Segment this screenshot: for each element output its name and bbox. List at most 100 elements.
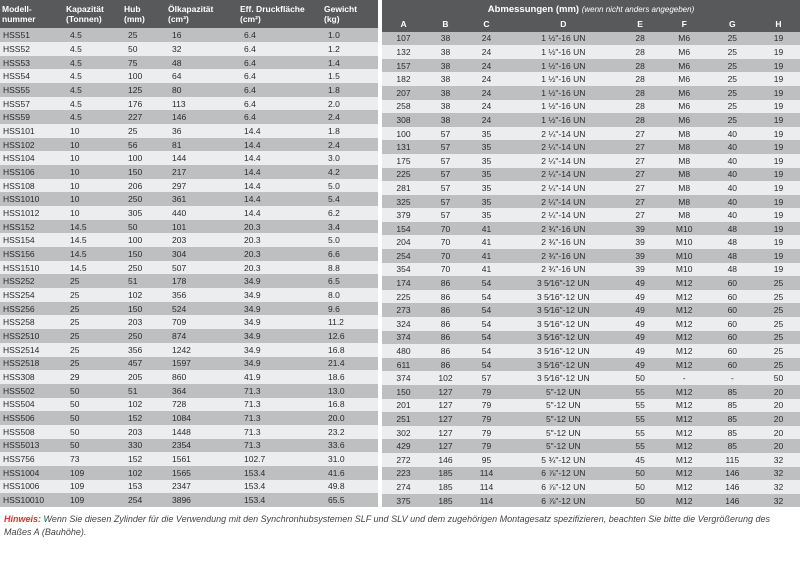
- cell: 6.2: [322, 206, 378, 220]
- cell: 113: [166, 97, 238, 111]
- cell: 25: [757, 358, 800, 372]
- cell: 185: [425, 480, 466, 494]
- cell: 25: [757, 344, 800, 358]
- cell: 1561: [166, 452, 238, 466]
- cell: 100: [122, 69, 166, 83]
- cell: 102: [122, 288, 166, 302]
- cell: 38: [425, 59, 466, 73]
- cell: 57: [425, 195, 466, 209]
- cell: 14.5: [64, 220, 122, 234]
- table-row: HSS251425356124234.916.8: [0, 343, 378, 357]
- cell: 95: [466, 453, 507, 467]
- table-row: 150127795"-12 UN55M128520: [382, 385, 800, 399]
- cell: 32: [757, 453, 800, 467]
- table-row: HSS5045010272871.316.8: [0, 398, 378, 412]
- cell: 330: [122, 439, 166, 453]
- table-row: 22586543 5⁄16"-12 UN49M126025: [382, 290, 800, 304]
- table-row: HSS3082920586041.918.6: [0, 370, 378, 384]
- table-row: 61186543 5⁄16"-12 UN49M126025: [382, 358, 800, 372]
- cell: 34.9: [238, 343, 322, 357]
- cell: 131: [382, 140, 425, 154]
- cell: 79: [466, 385, 507, 399]
- cell: M12: [661, 399, 708, 413]
- cell: M12: [661, 467, 708, 481]
- cell: 154: [382, 222, 425, 236]
- cell: 254: [382, 249, 425, 263]
- table-row: HSS15214.55010120.33.4: [0, 220, 378, 234]
- cell: 207: [382, 86, 425, 100]
- cell: HSS258: [0, 315, 64, 329]
- cell: 32: [166, 42, 238, 56]
- col-capacity: Kapazität(Tonnen): [64, 0, 122, 28]
- cell: M8: [661, 181, 708, 195]
- cell: 28: [620, 86, 661, 100]
- cell: 70: [425, 249, 466, 263]
- cell: 6.4: [238, 28, 322, 42]
- cell: 146: [708, 467, 757, 481]
- cell: HSS53: [0, 56, 64, 70]
- table-row: 374102573 5⁄16"-12 UN50--50: [382, 371, 800, 385]
- cell: 25: [64, 357, 122, 371]
- cell: 31.0: [322, 452, 378, 466]
- cell: 50: [64, 439, 122, 453]
- cell: 23.2: [322, 425, 378, 439]
- cell: 109: [64, 466, 122, 480]
- cell: 146: [708, 480, 757, 494]
- cell: 50: [122, 220, 166, 234]
- cell: 10: [64, 138, 122, 152]
- cell: 3.0: [322, 151, 378, 165]
- cell: HSS252: [0, 274, 64, 288]
- cell: M12: [661, 331, 708, 345]
- cell: 5.0: [322, 179, 378, 193]
- cell: 41: [466, 249, 507, 263]
- cell: 34.9: [238, 357, 322, 371]
- cell: 19: [757, 249, 800, 263]
- cell: M8: [661, 127, 708, 141]
- cell: 20.0: [322, 411, 378, 425]
- cell: 3 5⁄16"-12 UN: [507, 344, 620, 358]
- cell: M12: [661, 453, 708, 467]
- cell: 24: [466, 72, 507, 86]
- cell: 6.4: [238, 42, 322, 56]
- cell: 28: [620, 100, 661, 114]
- cell: 1 ½"-16 UN: [507, 72, 620, 86]
- table-row: 17557352 ¼"-14 UN27M84019: [382, 154, 800, 168]
- cell: 50: [757, 371, 800, 385]
- cell: M6: [661, 32, 708, 46]
- cell: HSS1006: [0, 480, 64, 494]
- cell: 48: [166, 56, 238, 70]
- cell: 254: [122, 493, 166, 507]
- cell: 127: [425, 399, 466, 413]
- cell: 127: [425, 385, 466, 399]
- table-row: HSS594.52271466.42.4: [0, 110, 378, 124]
- cell: 185: [425, 467, 466, 481]
- table-row: 429127795"-12 UN55M128520: [382, 439, 800, 453]
- cell: HSS2518: [0, 357, 64, 371]
- cell: 35: [466, 195, 507, 209]
- cell: 6.4: [238, 69, 322, 83]
- cell: 204: [382, 235, 425, 249]
- cell: 132: [382, 45, 425, 59]
- cell: HSS102: [0, 138, 64, 152]
- table-row: HSS15614.515030420.36.6: [0, 247, 378, 261]
- table-row: 22557352 ¼"-14 UN27M84019: [382, 168, 800, 182]
- cell: HSS54: [0, 69, 64, 83]
- cell: 273: [382, 303, 425, 317]
- table-row: HSS534.575486.41.4: [0, 56, 378, 70]
- cell: 146: [166, 110, 238, 124]
- cell: M12: [661, 426, 708, 440]
- cell: 60: [708, 317, 757, 331]
- note-label: Hinweis:: [4, 514, 41, 524]
- cell: 41: [466, 222, 507, 236]
- cell: 5"-12 UN: [507, 439, 620, 453]
- cell: 49: [620, 331, 661, 345]
- cell: 1 ½"-16 UN: [507, 45, 620, 59]
- cell: HSS508: [0, 425, 64, 439]
- cell: 50: [620, 467, 661, 481]
- table-row: HSS151014.525050720.38.8: [0, 261, 378, 275]
- cell: 354: [382, 263, 425, 277]
- cell: HSS756: [0, 452, 64, 466]
- cell: M8: [661, 154, 708, 168]
- cell: 457: [122, 357, 166, 371]
- cell: 86: [425, 303, 466, 317]
